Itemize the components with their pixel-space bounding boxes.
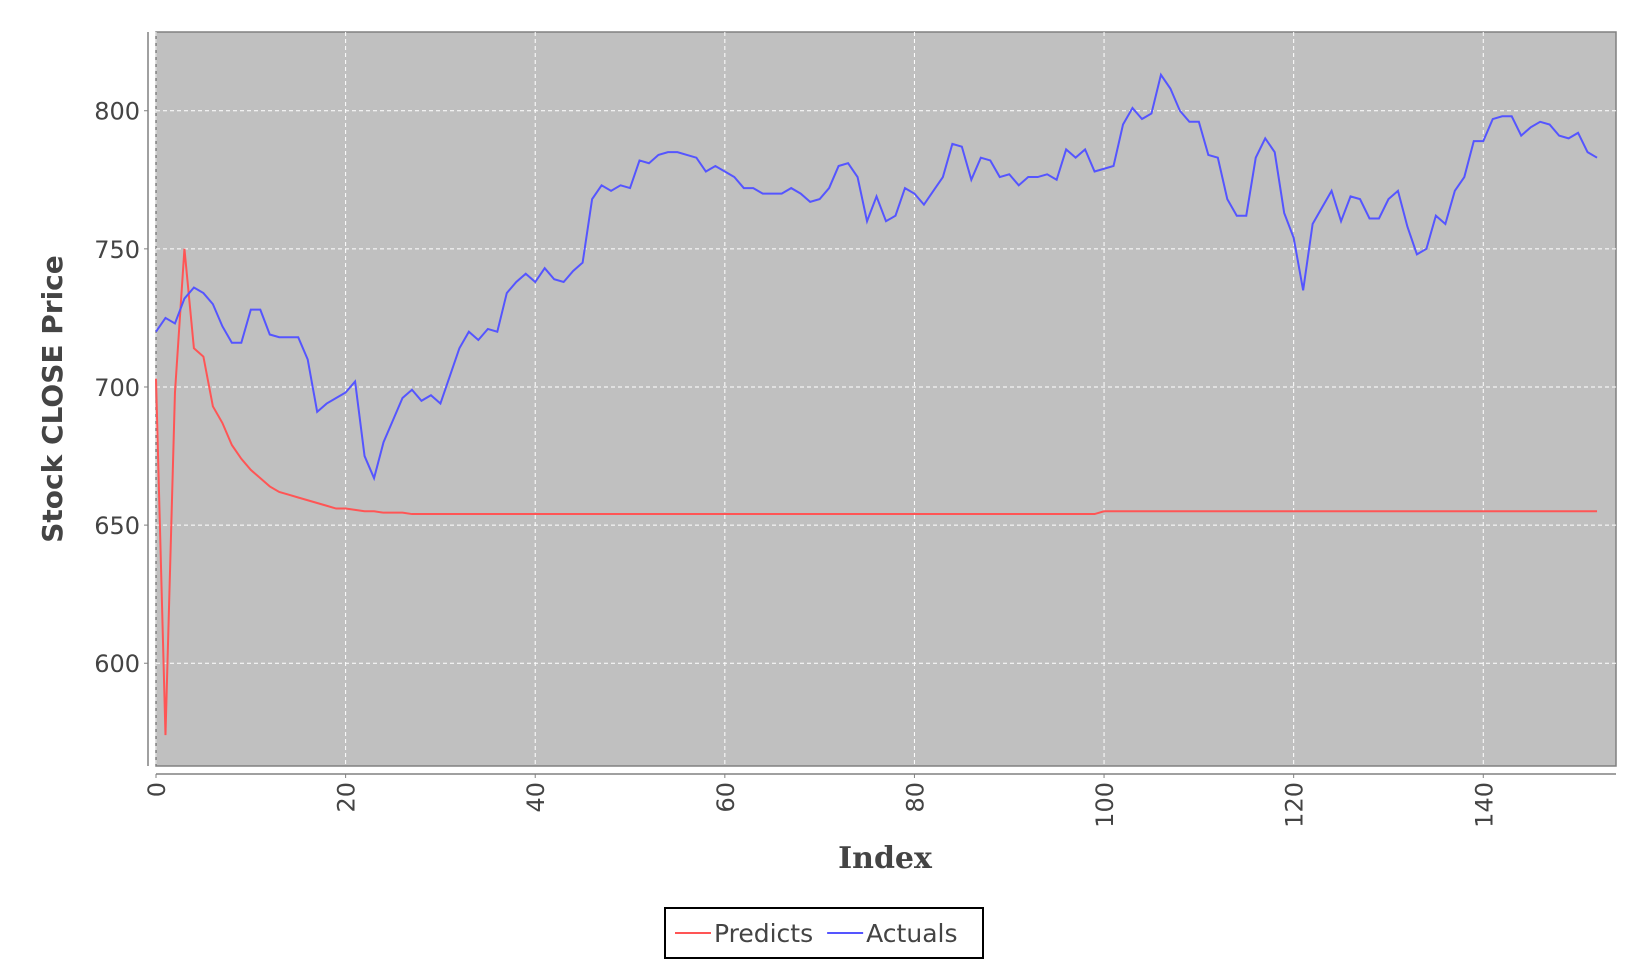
x-tick-label: 80 [901,782,929,813]
legend-label: Predicts [714,919,813,948]
x-tick-label: 60 [712,782,740,813]
y-tick-label: 800 [94,98,140,126]
legend-label: Actuals [866,919,957,948]
legend-box [664,907,984,959]
line-series [155,248,1598,736]
y-tick-label: 650 [94,512,140,540]
plot-area [155,31,1617,767]
x-tick-label: 140 [1470,782,1498,828]
x-tick-label: 100 [1091,782,1119,828]
y-axis-label: Stock CLOSE Price [36,255,69,543]
x-tick-label: 20 [333,782,361,813]
x-tick-label: 40 [522,782,550,813]
x-tick-label: 120 [1281,782,1309,828]
x-axis-label: Index [838,841,933,876]
legend: Predicts Actuals [664,907,984,959]
line-series [155,72,1598,482]
y-tick-label: 600 [94,650,140,678]
y-tick-label: 750 [94,236,140,264]
x-tick-label: 0 [143,782,171,797]
y-tick-label: 700 [94,374,140,402]
